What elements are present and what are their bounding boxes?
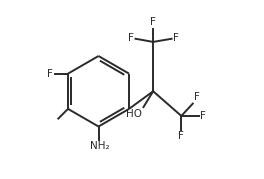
Text: F: F xyxy=(173,33,179,43)
Text: NH₂: NH₂ xyxy=(89,141,109,151)
Text: F: F xyxy=(48,69,53,79)
Text: F: F xyxy=(194,92,200,102)
Text: HO: HO xyxy=(126,108,142,118)
Text: F: F xyxy=(200,111,206,121)
Text: F: F xyxy=(150,17,156,27)
Text: F: F xyxy=(178,131,184,141)
Text: F: F xyxy=(128,33,134,43)
